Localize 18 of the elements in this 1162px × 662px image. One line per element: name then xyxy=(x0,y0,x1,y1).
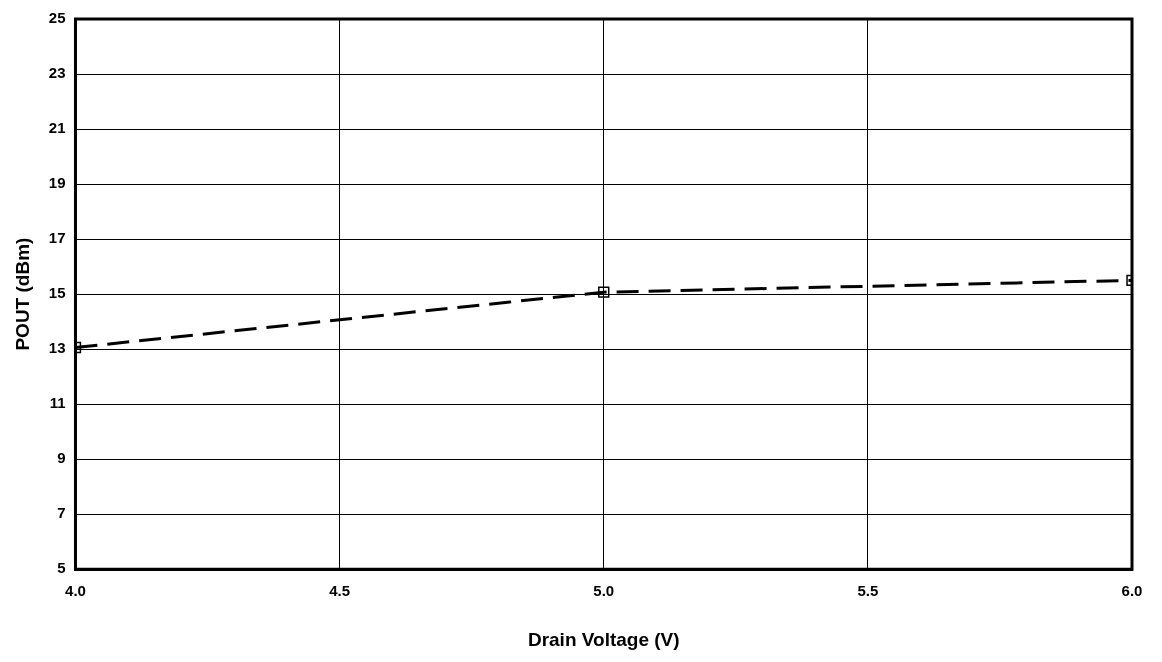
x-tick-label: 4.5 xyxy=(329,582,351,600)
y-tick-label: 5 xyxy=(57,559,66,577)
x-tick-label: 5.0 xyxy=(593,582,615,600)
y-tick-label: 19 xyxy=(48,174,66,192)
y-axis-title: POUT (dBm) xyxy=(11,237,33,351)
x-tick-label: 5.5 xyxy=(857,582,879,600)
x-axis-title: Drain Voltage (V) xyxy=(527,628,680,650)
y-tick-label: 7 xyxy=(57,504,66,522)
y-tick-label: 15 xyxy=(48,284,66,302)
x-tick-label: 4.0 xyxy=(65,582,86,600)
y-tick-label: 13 xyxy=(48,339,66,357)
y-tick-label: 25 xyxy=(48,9,66,27)
y-tick-label: 17 xyxy=(48,229,66,247)
y-tick-label: 11 xyxy=(49,394,66,412)
x-tick-label: 6.0 xyxy=(1121,582,1143,600)
y-tick-label: 23 xyxy=(48,64,66,82)
y-tick-label: 9 xyxy=(57,449,66,467)
y-tick-label: 21 xyxy=(48,119,66,137)
